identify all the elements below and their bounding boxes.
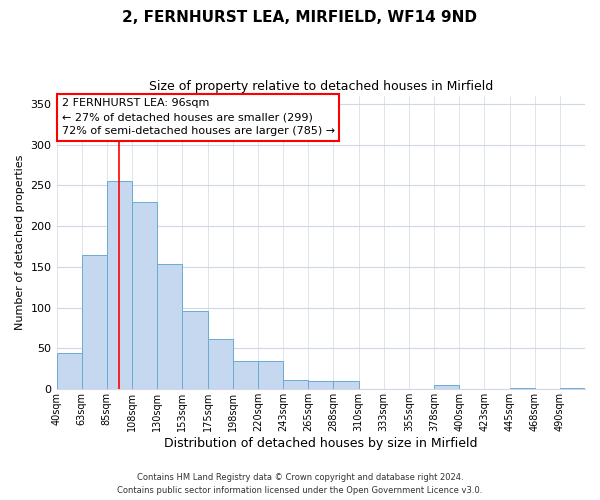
Bar <box>208 338 233 390</box>
Bar <box>132 202 157 390</box>
Bar <box>233 360 258 390</box>
Bar <box>157 264 182 390</box>
Y-axis label: Number of detached properties: Number of detached properties <box>15 154 25 330</box>
Text: 2 FERNHURST LEA: 96sqm
← 27% of detached houses are smaller (299)
72% of semi-de: 2 FERNHURST LEA: 96sqm ← 27% of detached… <box>62 98 335 136</box>
Bar <box>434 385 459 390</box>
Bar <box>82 254 107 390</box>
Bar <box>560 388 585 390</box>
Text: 2, FERNHURST LEA, MIRFIELD, WF14 9ND: 2, FERNHURST LEA, MIRFIELD, WF14 9ND <box>122 10 478 25</box>
Bar <box>334 381 359 390</box>
Bar <box>182 311 208 390</box>
Bar <box>283 380 308 390</box>
X-axis label: Distribution of detached houses by size in Mirfield: Distribution of detached houses by size … <box>164 437 478 450</box>
Bar <box>56 352 82 390</box>
Bar <box>258 360 283 390</box>
Bar <box>308 381 334 390</box>
Title: Size of property relative to detached houses in Mirfield: Size of property relative to detached ho… <box>149 80 493 93</box>
Bar <box>509 388 535 390</box>
Text: Contains HM Land Registry data © Crown copyright and database right 2024.
Contai: Contains HM Land Registry data © Crown c… <box>118 473 482 495</box>
Bar <box>107 181 132 390</box>
